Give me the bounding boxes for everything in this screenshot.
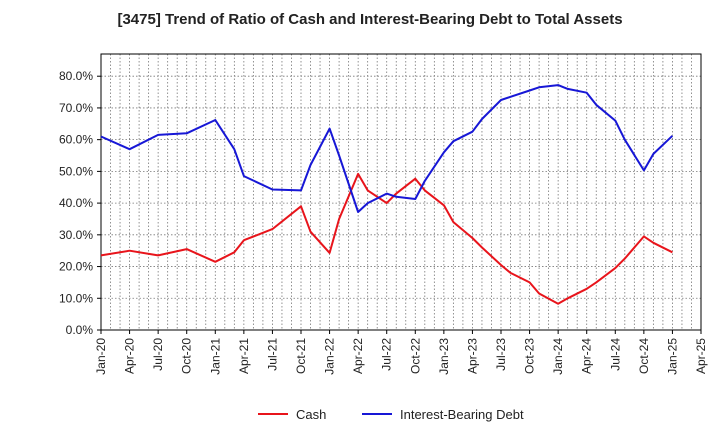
y-tick-label: 30.0% — [59, 228, 93, 242]
legend: Cash Interest-Bearing Debt — [258, 407, 524, 422]
grid — [101, 54, 701, 330]
x-tick-label: Jan-24 — [551, 338, 565, 375]
y-tick-label: 40.0% — [59, 196, 93, 210]
plot-frame — [100, 53, 702, 331]
y-axis: 0.0% 10.0% 20.0% 30.0% 40.0% 50.0% 60.0% 70.0% 8… — [59, 69, 101, 337]
x-tick-label: Jan-20 — [94, 338, 108, 375]
x-tick-label: Jul-23 — [494, 338, 508, 371]
x-tick-label: Oct-20 — [180, 338, 194, 374]
legend-label-interest-bearing-debt: Interest-Bearing Debt — [400, 407, 524, 422]
x-tick-label: Oct-21 — [294, 338, 308, 374]
legend-label-cash: Cash — [296, 407, 326, 422]
x-tick-label: Apr-21 — [237, 338, 251, 374]
x-tick-label: Oct-22 — [408, 338, 422, 374]
x-tick-label: Jul-22 — [380, 338, 394, 371]
chart-title: [3475] Trend of Ratio of Cash and Intere… — [117, 11, 622, 28]
x-tick-label: Jan-21 — [208, 338, 222, 375]
x-tick-label: Jul-24 — [608, 338, 622, 371]
series-line-cash — [100, 172, 673, 305]
y-tick-label: 10.0% — [59, 291, 93, 305]
x-tick-label: Jul-20 — [151, 338, 165, 371]
x-tick-label: Jan-22 — [323, 338, 337, 375]
x-tick-label: Oct-24 — [637, 338, 651, 374]
x-tick-label: Apr-24 — [580, 338, 594, 374]
y-tick-label: 60.0% — [59, 133, 93, 147]
y-tick-label: 0.0% — [66, 323, 94, 337]
series-line-interest-bearing-debt — [100, 84, 674, 213]
y-tick-label: 80.0% — [59, 69, 93, 83]
x-tick-label: Apr-25 — [694, 338, 708, 374]
y-tick-label: 70.0% — [59, 101, 93, 115]
series-lines — [100, 84, 674, 305]
x-tick-label: Apr-22 — [351, 338, 365, 374]
x-tick-label: Jan-23 — [437, 338, 451, 375]
x-tick-label: Apr-20 — [123, 338, 137, 374]
y-tick-label: 50.0% — [59, 164, 93, 178]
x-tick-label: Jan-25 — [665, 338, 679, 375]
y-tick-label: 20.0% — [59, 260, 93, 274]
x-tick-label: Jul-21 — [265, 338, 279, 371]
x-axis: Jan-20 Apr-20 Jul-20 Oct-20 Jan-21 Apr-21 Jul-… — [94, 330, 708, 375]
x-tick-label: Apr-23 — [465, 338, 479, 374]
x-tick-label: Oct-23 — [523, 338, 537, 374]
